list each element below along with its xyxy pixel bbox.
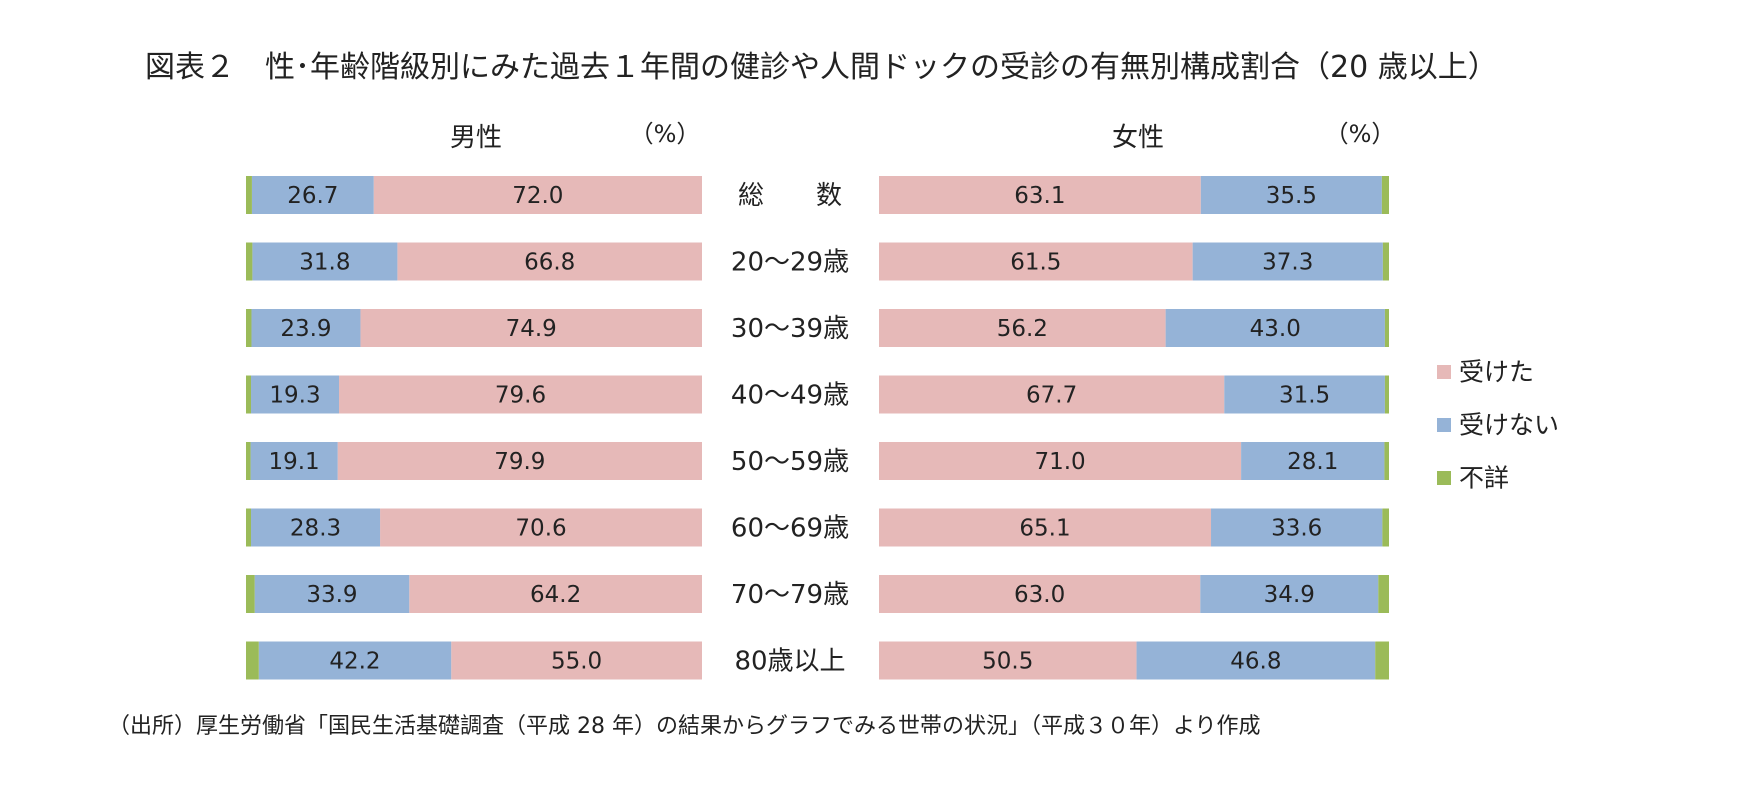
bar-segment (246, 309, 251, 347)
legend-swatch (1437, 471, 1451, 485)
legend-swatch (1437, 418, 1451, 432)
data-label: 19.1 (268, 449, 319, 475)
data-label: 50.5 (982, 649, 1033, 675)
legend-swatch (1437, 365, 1451, 379)
category-label: 20～29歳 (731, 248, 849, 278)
category-label: 40～49歳 (731, 381, 849, 411)
data-label: 37.3 (1262, 250, 1313, 276)
data-label: 35.5 (1266, 183, 1317, 209)
data-label: 74.9 (506, 316, 557, 342)
data-label: 61.5 (1010, 250, 1061, 276)
unit-label: （%） (1325, 120, 1396, 148)
legend-label: 受けた (1459, 358, 1534, 387)
category-label: 総 数 (738, 181, 842, 211)
data-label: 19.3 (269, 383, 320, 409)
bar-segment (246, 376, 251, 414)
bar-segment (1385, 376, 1389, 414)
bar-segment (1375, 642, 1389, 680)
data-label: 56.2 (997, 316, 1048, 342)
data-label: 42.2 (329, 649, 380, 675)
panel-female: 女性 （%） 63.1 35.5 61.5 37.3 56.2 43.0 67.7 31.5 71.… (879, 120, 1395, 680)
data-label: 67.7 (1026, 383, 1077, 409)
category-label: 50～59歳 (731, 447, 849, 477)
data-label: 79.9 (494, 449, 545, 475)
data-label: 26.7 (287, 183, 338, 209)
category-label: 70～79歳 (731, 580, 849, 610)
category-label: 80歳以上 (734, 647, 845, 677)
data-label: 31.8 (299, 250, 350, 276)
bar-segment (1385, 309, 1389, 347)
data-label: 33.6 (1271, 516, 1322, 542)
bar-segment (246, 176, 252, 214)
panel-title: 女性 (1112, 123, 1164, 153)
data-label: 70.6 (515, 516, 566, 542)
data-label: 31.5 (1279, 383, 1330, 409)
data-label: 23.9 (280, 316, 331, 342)
bar-segment (246, 642, 259, 680)
bar-segment (246, 575, 255, 613)
data-label: 34.9 (1264, 582, 1315, 608)
data-label: 33.9 (306, 582, 357, 608)
category-label: 60～69歳 (731, 514, 849, 544)
bar-segment (1382, 509, 1389, 547)
data-label: 43.0 (1250, 316, 1301, 342)
panel-title: 男性 (450, 123, 502, 153)
data-label: 71.0 (1034, 449, 1085, 475)
bar-segment (246, 509, 251, 547)
data-label: 66.8 (524, 250, 575, 276)
source-note: （出所）厚生労働省「国民生活基礎調査（平成 28 年）の結果からグラフでみる世帯… (108, 708, 1261, 740)
data-label: 63.1 (1014, 183, 1065, 209)
data-label: 46.8 (1230, 649, 1281, 675)
data-label: 72.0 (512, 183, 563, 209)
data-label: 28.3 (290, 516, 341, 542)
data-label: 65.1 (1019, 516, 1070, 542)
data-label: 79.6 (495, 383, 546, 409)
legend-label: 受けない (1459, 411, 1559, 440)
bar-segment (1383, 243, 1389, 281)
data-label: 55.0 (551, 649, 602, 675)
data-label: 64.2 (530, 582, 581, 608)
panel-male: 男性 （%） 72.0 26.7 66.8 31.8 74.9 23.9 79.6 19.3 79.… (246, 120, 702, 680)
bar-segment (1384, 442, 1389, 480)
bar-segment (1378, 575, 1389, 613)
data-label: 28.1 (1287, 449, 1338, 475)
unit-label: （%） (630, 120, 701, 148)
category-label: 30～39歳 (731, 314, 849, 344)
data-label: 63.0 (1014, 582, 1065, 608)
bar-segment (246, 442, 251, 480)
legend-label: 不詳 (1459, 464, 1509, 493)
bar-segment (246, 243, 252, 281)
bar-segment (1382, 176, 1389, 214)
